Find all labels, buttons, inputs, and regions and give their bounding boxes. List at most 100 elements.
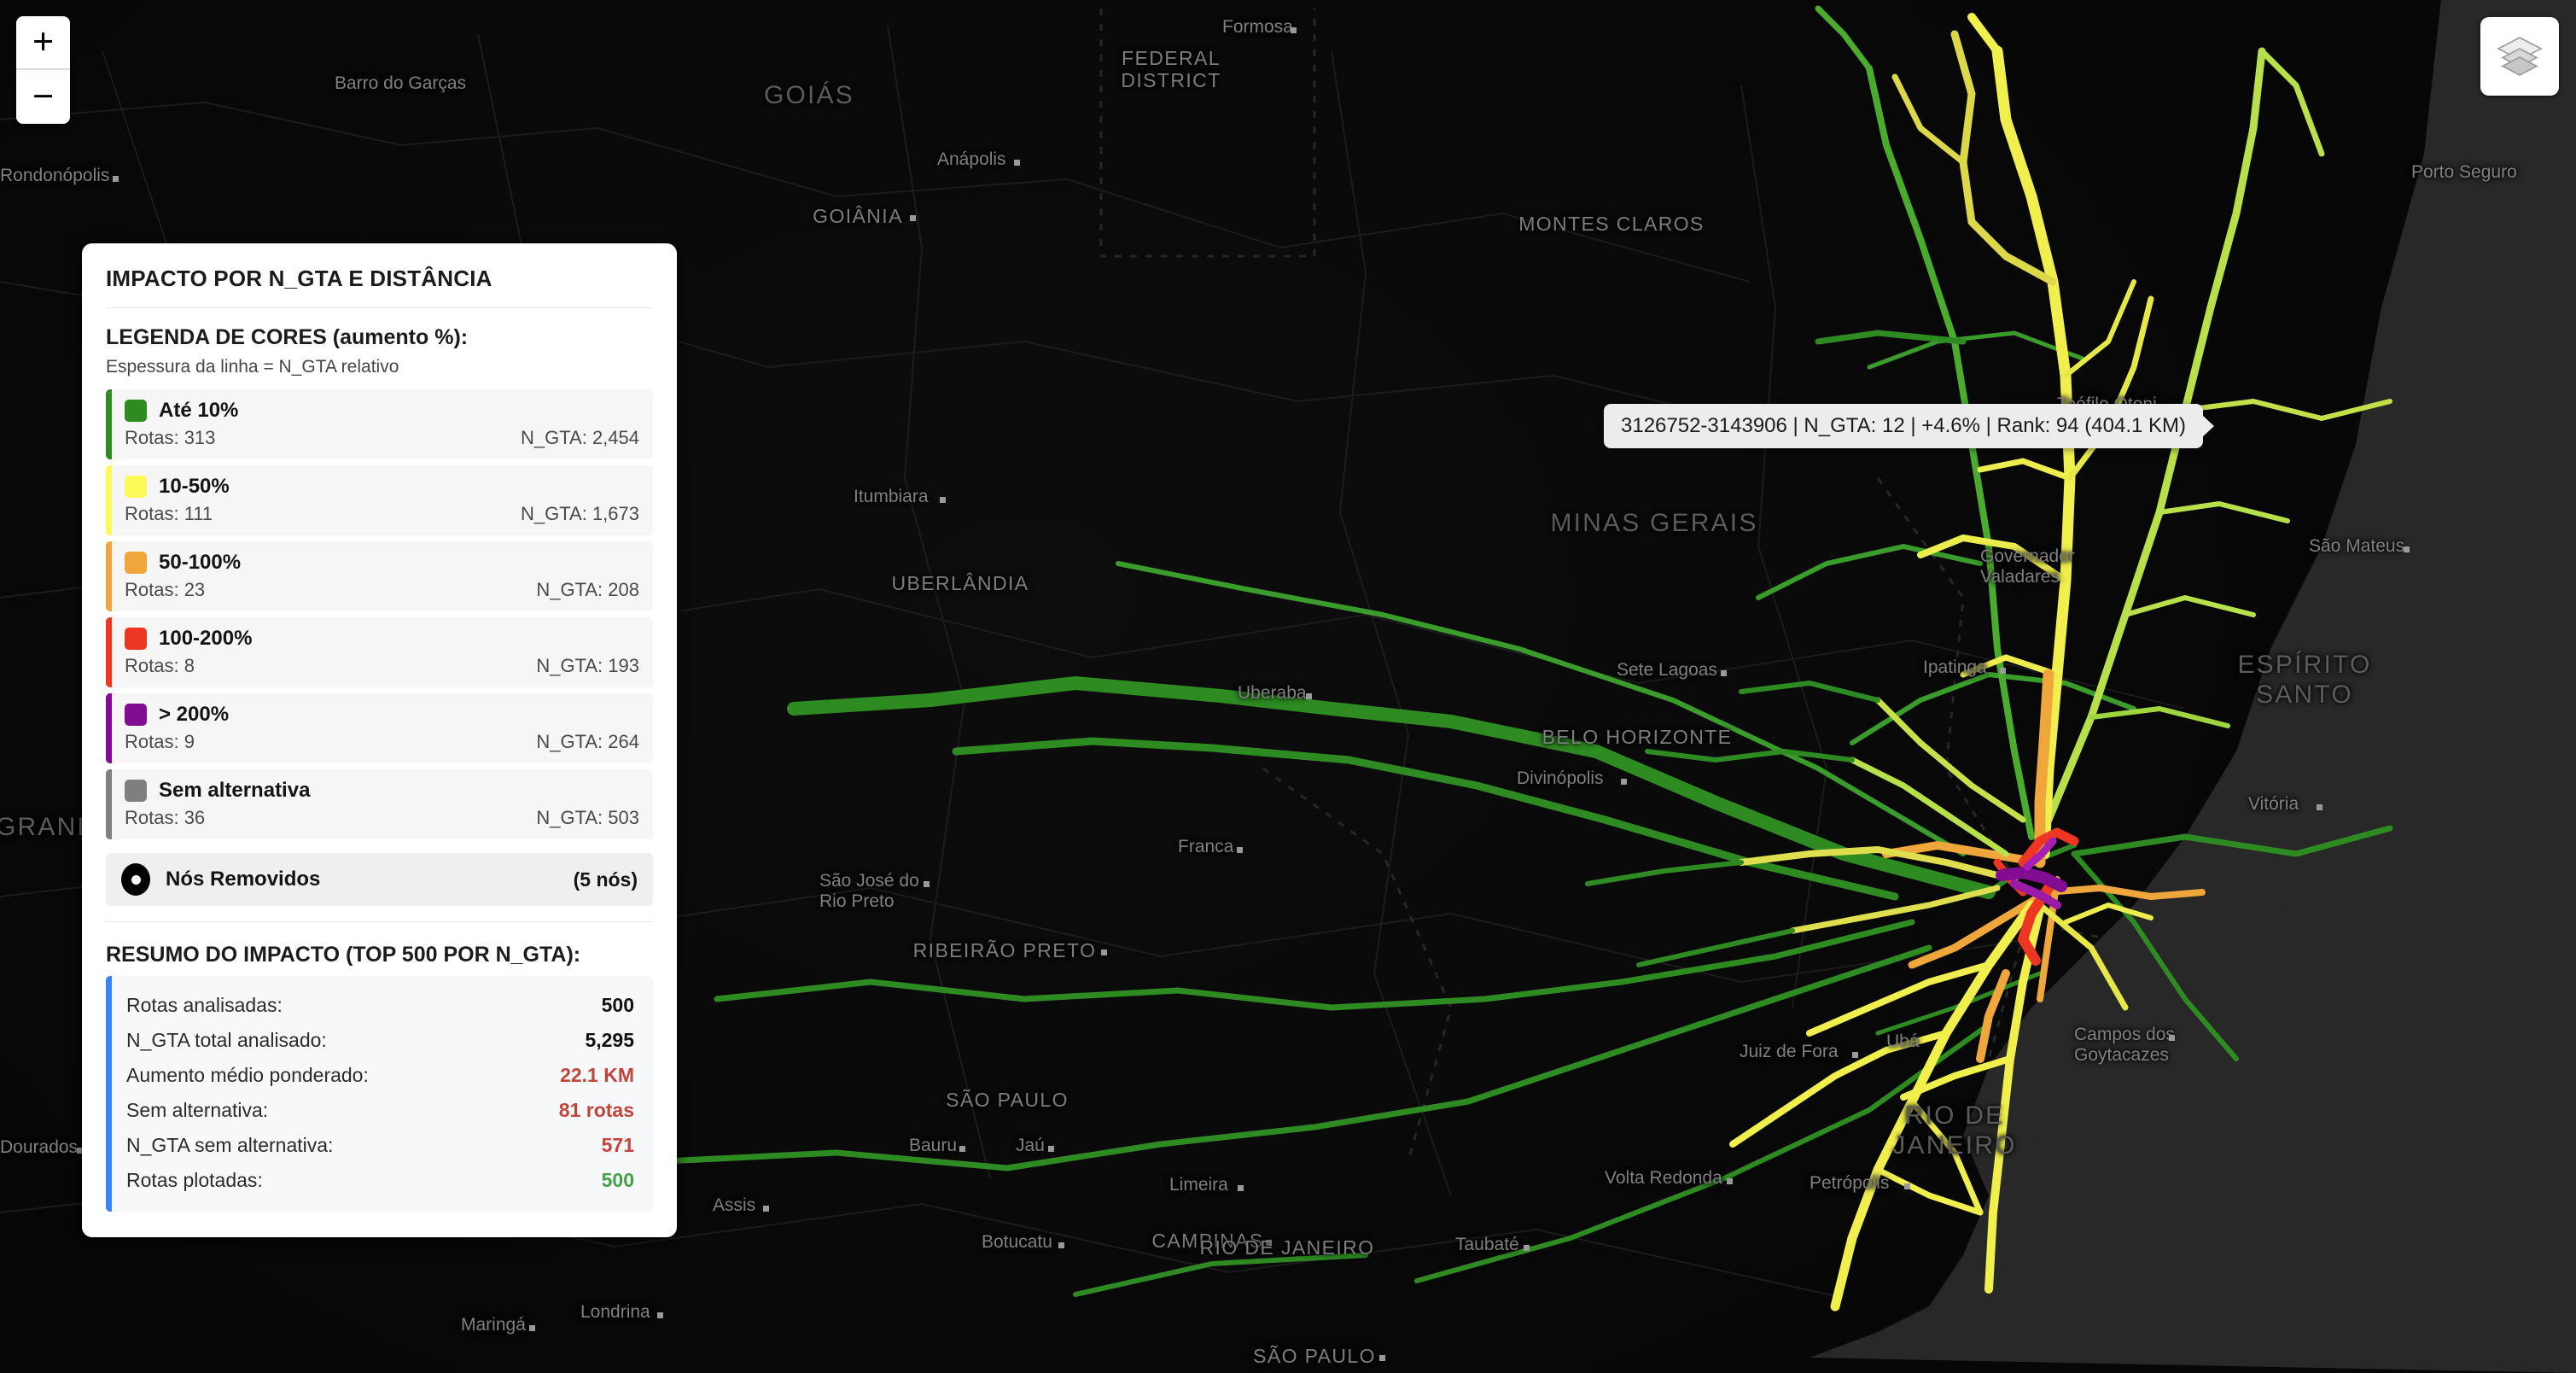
city-dot-icon bbox=[657, 1312, 663, 1318]
city-dot-icon bbox=[2316, 804, 2322, 810]
legend-ngta-count: N_GTA: 193 bbox=[536, 655, 639, 676]
route-tooltip: 3126752-3143906 | N_GTA: 12 | +4.6% | Ra… bbox=[1604, 404, 2203, 448]
city-dot-icon bbox=[2169, 1035, 2175, 1041]
legend-ngta-count: N_GTA: 264 bbox=[536, 731, 639, 752]
summary-value: 571 bbox=[601, 1134, 634, 1156]
zoom-control[interactable]: + − bbox=[16, 16, 70, 124]
legend-row[interactable]: > 200% Rotas: 9 N_GTA: 264 bbox=[106, 693, 653, 763]
legend-routes-count: Rotas: 313 bbox=[125, 427, 216, 448]
summary-label: Rotas plotadas: bbox=[126, 1169, 263, 1191]
panel-divider-2 bbox=[106, 921, 653, 922]
summary-label: Aumento médio ponderado: bbox=[126, 1064, 369, 1086]
summary-box: Rotas analisadas: 500 N_GTA total analisad… bbox=[106, 976, 653, 1212]
zoom-in-button[interactable]: + bbox=[16, 16, 70, 70]
city-dot-icon bbox=[762, 1206, 769, 1212]
legend-ngta-count: N_GTA: 503 bbox=[536, 807, 639, 828]
city-dot-icon bbox=[1378, 1355, 1385, 1361]
layers-control-button[interactable] bbox=[2480, 17, 2559, 96]
nodes-removed-count: (5 nós) bbox=[573, 868, 638, 891]
zoom-out-button[interactable]: − bbox=[32, 76, 55, 117]
summary-row: Rotas plotadas: 500 bbox=[126, 1163, 634, 1198]
legend-color-swatch bbox=[125, 552, 147, 574]
city-dot-icon bbox=[77, 1148, 83, 1154]
legend-accent-bar bbox=[106, 693, 112, 763]
nodes-removed-label: Nós Removidos bbox=[166, 868, 321, 891]
legend-label: > 200% bbox=[159, 703, 230, 726]
legend-routes-count: Rotas: 9 bbox=[125, 731, 195, 752]
city-dot-icon bbox=[1058, 1242, 1064, 1248]
legend-routes-count: Rotas: 8 bbox=[125, 655, 195, 676]
legend-row[interactable]: 100-200% Rotas: 8 N_GTA: 193 bbox=[106, 617, 653, 687]
city-dot-icon bbox=[2404, 546, 2410, 552]
summary-row: Rotas analisadas: 500 bbox=[126, 988, 634, 1023]
summary-label: Rotas analisadas: bbox=[126, 994, 283, 1016]
legend-color-swatch bbox=[125, 476, 147, 498]
legend-color-swatch bbox=[125, 780, 147, 802]
city-dot-icon bbox=[1290, 27, 1297, 33]
panel-divider bbox=[106, 307, 653, 308]
city-dot-icon bbox=[1014, 160, 1020, 166]
legend-label: 100-200% bbox=[159, 627, 253, 650]
summary-label: N_GTA total analisado: bbox=[126, 1029, 327, 1051]
legend-row[interactable]: Sem alternativa Rotas: 36 N_GTA: 503 bbox=[106, 769, 653, 839]
legend-row[interactable]: 10-50% Rotas: 111 N_GTA: 1,673 bbox=[106, 465, 653, 535]
legend-heading: LEGENDA DE CORES (aumento %): bbox=[106, 325, 469, 349]
summary-accent-bar bbox=[106, 976, 112, 1212]
summary-label: N_GTA sem alternativa: bbox=[126, 1134, 334, 1156]
summary-heading: RESUMO DO IMPACTO (TOP 500 POR N_GTA): bbox=[106, 943, 581, 967]
legend-list: Até 10% Rotas: 313 N_GTA: 2,454 10-50% Rotas… bbox=[106, 389, 653, 839]
city-dot-icon bbox=[113, 176, 119, 182]
legend-ngta-count: N_GTA: 1,673 bbox=[521, 503, 639, 524]
legend-color-swatch bbox=[125, 628, 147, 650]
summary-row: Aumento médio ponderado: 22.1 KM bbox=[126, 1058, 634, 1093]
legend-color-swatch bbox=[125, 400, 147, 422]
legend-accent-bar bbox=[106, 541, 112, 611]
city-dot-icon bbox=[923, 881, 930, 887]
city-dot-icon bbox=[1852, 1052, 1858, 1058]
summary-row: N_GTA sem alternativa: 571 bbox=[126, 1128, 634, 1163]
legend-label: 50-100% bbox=[159, 551, 242, 574]
city-dot-icon bbox=[1620, 779, 1627, 785]
city-dot-icon bbox=[1266, 1240, 1272, 1246]
summary-label: Sem alternativa: bbox=[126, 1099, 269, 1121]
city-dot-icon bbox=[528, 1325, 535, 1331]
legend-label: 10-50% bbox=[159, 475, 230, 498]
city-dot-icon bbox=[1305, 693, 1312, 699]
legend-routes-count: Rotas: 111 bbox=[125, 503, 213, 524]
legend-row[interactable]: 50-100% Rotas: 23 N_GTA: 208 bbox=[106, 541, 653, 611]
summary-value: 5,295 bbox=[585, 1029, 634, 1051]
legend-label: Sem alternativa bbox=[159, 779, 311, 802]
legend-accent-bar bbox=[106, 389, 112, 459]
city-dot-icon bbox=[959, 1146, 965, 1152]
removed-node-icon bbox=[121, 863, 150, 896]
city-dot-icon bbox=[1047, 1146, 1054, 1152]
city-dot-icon bbox=[1904, 1183, 1910, 1189]
legend-routes-count: Rotas: 36 bbox=[125, 807, 206, 828]
city-dot-icon bbox=[909, 215, 916, 221]
summary-value: 22.1 KM bbox=[560, 1064, 634, 1086]
city-dot-icon bbox=[1237, 847, 1243, 853]
legend-subtitle: Espessura da linha = N_GTA relativo bbox=[106, 357, 399, 377]
summary-row: N_GTA total analisado: 5,295 bbox=[126, 1023, 634, 1058]
city-dot-icon bbox=[1726, 1178, 1733, 1184]
legend-row[interactable]: Até 10% Rotas: 313 N_GTA: 2,454 bbox=[106, 389, 653, 459]
layers-icon bbox=[2497, 37, 2543, 76]
summary-list: Rotas analisadas: 500 N_GTA total analisad… bbox=[126, 988, 634, 1198]
summary-row: Sem alternativa: 81 rotas bbox=[126, 1093, 634, 1128]
legend-accent-bar bbox=[106, 617, 112, 687]
summary-value: 500 bbox=[601, 994, 634, 1016]
legend-routes-count: Rotas: 23 bbox=[125, 579, 206, 600]
city-dot-icon bbox=[1237, 1185, 1244, 1191]
city-dot-icon bbox=[2000, 668, 2006, 674]
nodes-removed-row[interactable]: Nós Removidos (5 nós) bbox=[106, 853, 653, 906]
legend-accent-bar bbox=[106, 465, 112, 535]
city-dot-icon bbox=[1720, 670, 1727, 676]
city-dot-icon bbox=[939, 497, 946, 503]
legend-ngta-count: N_GTA: 2,454 bbox=[521, 427, 639, 448]
legend-color-swatch bbox=[125, 704, 147, 726]
city-dot-icon bbox=[1101, 949, 1107, 955]
summary-value: 500 bbox=[601, 1169, 634, 1191]
legend-label: Até 10% bbox=[159, 399, 239, 422]
panel-title: IMPACTO POR N_GTA E DISTÂNCIA bbox=[106, 266, 492, 291]
